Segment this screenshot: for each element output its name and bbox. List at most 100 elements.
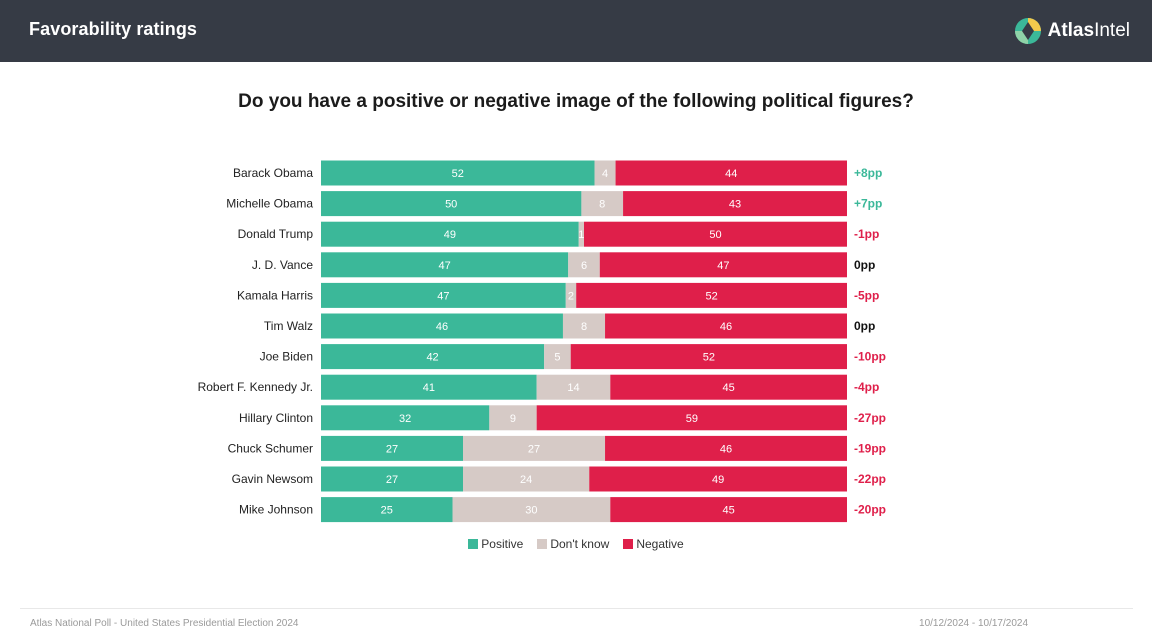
bar-negative [610,497,847,523]
data-label-positive: 47 [437,290,449,302]
bar-positive [321,282,566,308]
bar-positive [321,405,490,431]
category-label: Kamala Harris [237,288,313,302]
header-bar: Favorability ratings AtlasIntel [0,0,1152,62]
bar-negative [615,160,847,186]
legend-positive-swatch [468,539,479,549]
net-label: -20pp [854,503,886,517]
bar-negative [589,466,847,492]
atlas-logo-icon [1014,18,1041,44]
data-label-positive: 52 [452,168,464,180]
bar-dont-know [489,405,537,431]
data-label-dont-know: 5 [554,352,560,364]
net-label: -19pp [854,441,886,455]
category-label: Chuck Schumer [228,441,313,455]
chart-title: Do you have a positive or negative image… [238,91,914,112]
data-label-dont-know: 30 [525,505,537,517]
bar-positive [321,466,464,492]
bar-positive [321,160,595,186]
category-label: Donald Trump [238,227,314,241]
bar-dont-know [562,313,606,339]
footer-divider [20,608,1133,609]
data-label-dont-know: 24 [520,474,532,486]
net-label: +7pp [854,197,882,211]
data-label-negative: 43 [729,199,741,211]
bar-dont-know [594,160,616,186]
bar-dont-know [568,252,600,278]
footer-date-range: 10/12/2024 - 10/17/2024 [919,618,1028,629]
data-label-negative: 49 [712,474,724,486]
bar-dont-know [544,344,571,370]
data-label-negative: 52 [705,290,717,302]
bar-negative [584,221,847,247]
data-label-positive: 47 [438,260,450,272]
data-label-positive: 25 [381,505,393,517]
data-label-negative: 44 [725,168,737,180]
data-label-dont-know: 14 [567,382,579,394]
data-label-positive: 27 [386,474,398,486]
category-label: Tim Walz [264,319,313,333]
bar-dont-know [463,435,606,461]
bar-negative [605,313,847,339]
legend-negative-label: Negative [636,537,684,551]
data-label-negative: 59 [686,413,698,425]
brand-name: AtlasIntel [1047,20,1130,41]
bar-dont-know [452,497,611,523]
bar-dont-know [536,374,611,400]
data-label-dont-know: 8 [581,321,587,333]
bar-positive [321,497,453,523]
chart-legend: Positive Don't know Negative [0,537,1152,551]
data-label-negative: 47 [717,260,729,272]
data-label-positive: 32 [399,413,411,425]
legend-positive: Positive [468,537,523,551]
bar-negative [605,435,847,461]
legend-dont-know: Don't know [537,537,609,551]
net-label: 0pp [854,258,875,272]
net-label: -22pp [854,472,886,486]
bar-positive [321,374,537,400]
category-label: Barack Obama [233,166,313,180]
bar-negative [610,374,847,400]
bar-dont-know [581,191,624,217]
net-label: -5pp [854,288,879,302]
net-label: -1pp [854,227,879,241]
net-label: 0pp [854,319,875,333]
legend-negative-swatch [623,539,634,549]
data-label-dont-know: 6 [581,260,587,272]
bar-dont-know [578,221,584,247]
category-label: Mike Johnson [239,503,313,517]
bar-positive [321,344,545,370]
bar-positive [321,313,563,339]
legend-negative: Negative [623,537,684,551]
bar-negative [623,191,847,217]
bar-negative [599,252,847,278]
data-label-negative: 52 [703,352,715,364]
data-label-dont-know: 8 [599,199,605,211]
bar-positive [321,435,464,461]
page-title: Favorability ratings [29,19,198,39]
legend-dont-know-label: Don't know [550,537,610,551]
net-label: -10pp [854,350,886,364]
bar-dont-know [463,466,590,492]
bar-positive [321,221,579,247]
bar-negative [576,282,847,308]
legend-positive-label: Positive [481,537,524,551]
data-label-dont-know: 4 [602,168,608,180]
category-label: Gavin Newsom [232,472,313,486]
data-label-dont-know: 1 [578,229,584,241]
category-label: Michelle Obama [226,197,313,211]
data-label-positive: 41 [423,382,435,394]
bar-positive [321,252,569,278]
bar-positive [321,191,582,217]
net-label: +8pp [854,166,882,180]
category-label: Hillary Clinton [239,411,313,425]
data-label-positive: 50 [445,199,457,211]
data-label-dont-know: 9 [510,413,516,425]
data-label-negative: 46 [720,321,732,333]
data-label-negative: 45 [723,505,735,517]
bar-negative [570,344,847,370]
category-label: Joe Biden [260,350,313,364]
bar-negative [536,405,847,431]
data-label-negative: 45 [723,382,735,394]
